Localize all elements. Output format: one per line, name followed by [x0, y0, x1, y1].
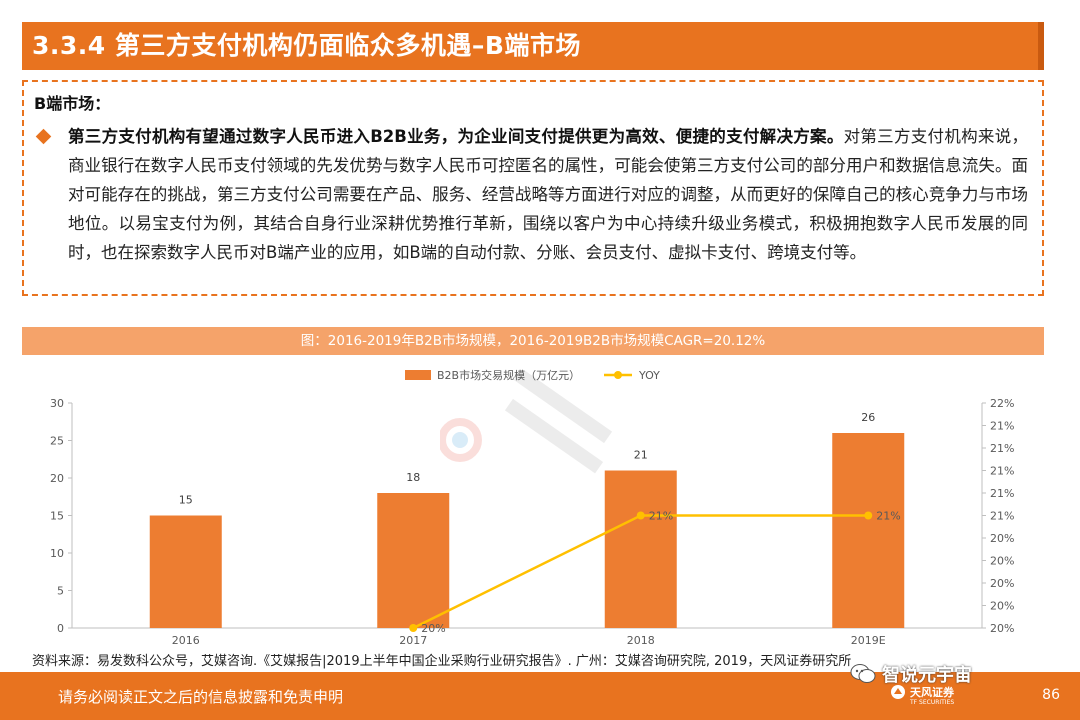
- watermark-logo-icon: [440, 370, 613, 474]
- footer-brand-sub: TF SECURITIES: [910, 699, 955, 706]
- footer-disclaimer: 请务必阅读正文之后的信息披露和免责申明: [58, 688, 344, 706]
- b2b-market-chart: 0 5 10 15 20 25 30 20% 20% 20% 20% 20% 21% 21% 21% 21% 2…: [22, 358, 1044, 650]
- bar-value-label: 21: [634, 449, 648, 462]
- bar: [377, 493, 450, 628]
- legend-bar-label: B2B市场交易规模（万亿元）: [437, 368, 580, 382]
- y-right-tick-label: 20%: [990, 577, 1014, 590]
- bar-value-label: 26: [861, 411, 875, 424]
- wechat-watermark: 智说元宇宙: [850, 660, 972, 688]
- yoy-point: [636, 511, 645, 520]
- y-left-tick-label: 15: [50, 510, 64, 523]
- diamond-bullet-icon: [35, 128, 52, 145]
- yoy-value-label: 20%: [421, 622, 445, 635]
- section-heading: B端市场：: [34, 94, 111, 113]
- yoy-point: [409, 624, 418, 632]
- title-accent: [1038, 22, 1044, 70]
- y-right-tick-label: 21%: [990, 487, 1014, 500]
- chart-svg: 0 5 10 15 20 25 30 20% 20% 20% 20% 20% 21% 21% 21% 21% 2…: [50, 368, 1014, 647]
- legend-line-marker: [614, 371, 622, 379]
- y-left-tick-label: 25: [50, 435, 64, 448]
- y-right-tick-label: 21%: [990, 420, 1014, 433]
- y-right-tick-label: 20%: [990, 532, 1014, 545]
- y-left-tick-label: 30: [50, 397, 64, 410]
- bar: [604, 470, 677, 628]
- footer-brand: 天风证券: [910, 686, 954, 699]
- chart-title: 图：2016-2019年B2B市场规模，2016-2019B2B市场规模CAGR…: [22, 327, 1044, 355]
- y-right-tick-label: 21%: [990, 465, 1014, 478]
- y-right-tick-label: 20%: [990, 600, 1014, 613]
- page-title: 3.3.4 第三方支付机构仍面临众多机遇–B端市场: [22, 22, 1044, 70]
- b-end-market-box: B端市场： 第三方支付机构有望通过数字人民币进入B2B业务，为企业间支付提供更为…: [22, 80, 1044, 296]
- y-left-tick-label: 10: [50, 547, 64, 560]
- yoy-point: [864, 511, 873, 520]
- source-note: 资料来源：易发数科公众号，艾媒咨询.《艾媒报告|2019上半年中国企业采购行业研…: [32, 654, 852, 669]
- wechat-icon: [850, 664, 876, 683]
- legend-line-label: YOY: [638, 369, 660, 382]
- yoy-value-label: 21%: [649, 510, 673, 523]
- x-tick-label: 2019E: [851, 634, 886, 647]
- y-right-tick-label: 20%: [990, 555, 1014, 568]
- y-right-tick-label: 20%: [990, 622, 1014, 635]
- paragraph: 第三方支付机构有望通过数字人民币进入B2B业务，为企业间支付提供更为高效、便捷的…: [34, 122, 1028, 267]
- page-title-text: 3.3.4 第三方支付机构仍面临众多机遇–B端市场: [32, 31, 581, 60]
- y-left-tick-label: 20: [50, 472, 64, 485]
- footer-bar: 请务必阅读正文之后的信息披露和免责申明 天风证券 TF SECURITIES 8…: [0, 672, 1080, 720]
- y-right-tick-label: 22%: [990, 397, 1014, 410]
- x-tick-label: 2016: [172, 634, 200, 647]
- x-tick-label: 2018: [627, 634, 655, 647]
- y-right-tick-label: 21%: [990, 442, 1014, 455]
- wechat-label: 智说元宇宙: [882, 665, 972, 686]
- legend-bar-swatch: [405, 370, 431, 380]
- paragraph-bold-lead: 第三方支付机构有望通过数字人民币进入B2B业务，为企业间支付提供更为高效、便捷的…: [68, 127, 844, 146]
- brand-logo-icon: [891, 685, 905, 699]
- bar-value-label: 15: [179, 494, 193, 507]
- y-right-tick-label: 21%: [990, 510, 1014, 523]
- page-number: 86: [1042, 687, 1060, 703]
- yoy-value-label: 21%: [876, 510, 900, 523]
- bar-value-label: 18: [406, 471, 420, 484]
- bar: [149, 515, 222, 628]
- bar: [832, 433, 905, 628]
- paragraph-body: 对第三方支付机构来说，商业银行在数字人民币支付领域的先发优势与数字人民币可控匿名…: [68, 127, 1028, 262]
- y-left-tick-label: 5: [57, 585, 64, 598]
- y-left-tick-label: 0: [57, 622, 64, 635]
- x-tick-label: 2017: [399, 634, 427, 647]
